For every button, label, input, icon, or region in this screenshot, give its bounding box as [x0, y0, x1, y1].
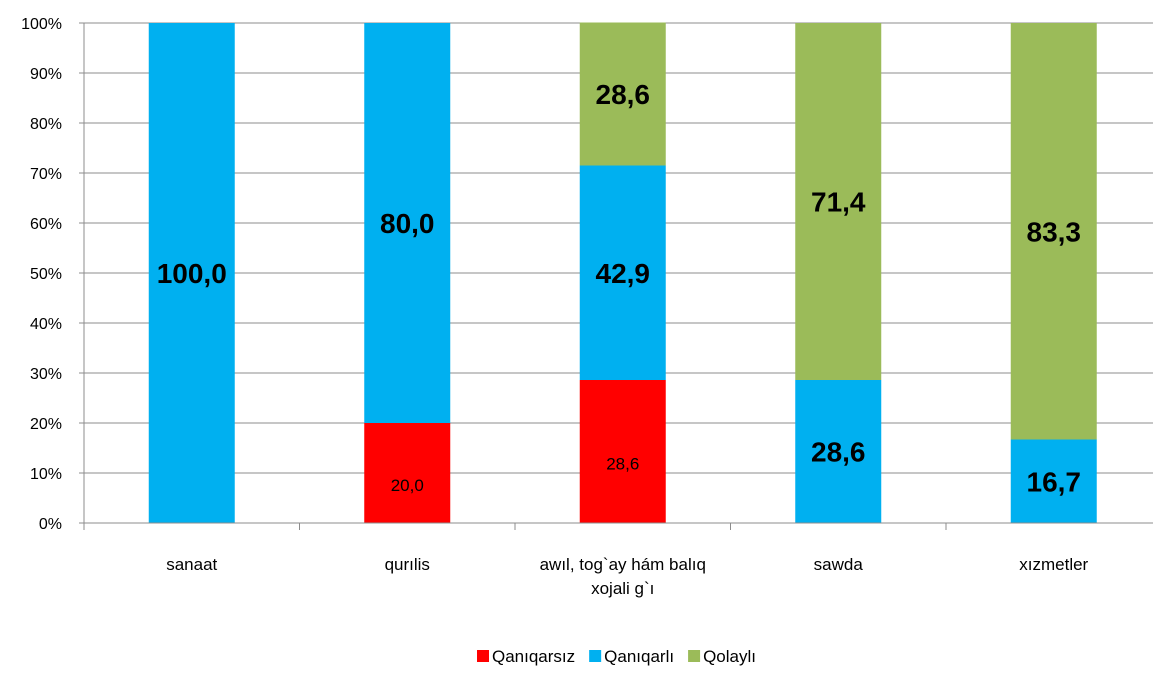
bars — [148, 22, 1097, 523]
y-tick-label: 40% — [30, 316, 62, 333]
bar-segment — [795, 23, 882, 380]
bar-segment — [148, 23, 235, 523]
data-label: 28,6 — [606, 455, 639, 474]
data-label: 28,6 — [596, 79, 651, 110]
bar-segment — [364, 423, 451, 523]
y-tick-label: 10% — [30, 466, 62, 483]
data-label: 28,6 — [811, 437, 866, 468]
x-category-label: xojali g`ı — [591, 579, 654, 598]
x-category-label: awıl, tog`ay hám balıq — [540, 555, 706, 574]
legend: Qanıqarsız Qanıqarlı Qolaylı — [477, 647, 756, 666]
data-label: 42,9 — [596, 258, 651, 289]
bar-segment — [795, 380, 882, 523]
y-tick-label: 50% — [30, 266, 62, 283]
y-tick-label: 60% — [30, 216, 62, 233]
y-tick-label: 30% — [30, 366, 62, 383]
y-tick-label: 90% — [30, 66, 62, 83]
data-labels: 100,0 20,0 80,0 28,6 42,9 28,6 28,6 71,4 16,7 83,… — [157, 79, 1081, 497]
y-tick-label: 80% — [30, 116, 62, 133]
bar-segment — [1010, 439, 1097, 523]
data-label: 80,0 — [380, 208, 435, 239]
data-label: 71,4 — [811, 187, 866, 218]
bar-segment — [1010, 23, 1097, 440]
legend-swatch — [589, 650, 602, 662]
x-category-label: sanaat — [166, 555, 217, 574]
legend-label: Qanıqarsız — [492, 647, 575, 666]
legend-label: Qanıqarlı — [604, 647, 674, 666]
data-label: 20,0 — [391, 476, 424, 495]
bar-segment — [579, 165, 666, 380]
bar-segment — [364, 23, 451, 423]
y-tick-label: 100% — [21, 16, 62, 33]
x-category-label: xızmetler — [1019, 555, 1088, 574]
y-tick-label: 70% — [30, 166, 62, 183]
legend-swatch — [688, 650, 701, 662]
axes: 0% 10% 20% 30% 40% 50% 60% 70% 80% 90% 100% sanaat q… — [21, 16, 1153, 598]
data-label: 16,7 — [1027, 466, 1082, 497]
bar-segment — [579, 380, 666, 523]
y-tick-label: 20% — [30, 416, 62, 433]
legend-swatch — [477, 650, 490, 662]
legend-label: Qolaylı — [703, 647, 756, 666]
bar-segment — [579, 22, 666, 166]
data-label: 83,3 — [1027, 216, 1082, 247]
data-label: 100,0 — [157, 258, 227, 289]
x-category-label: sawda — [814, 555, 864, 574]
x-category-label: qurılis — [385, 555, 430, 574]
y-tick-label: 0% — [39, 516, 62, 533]
